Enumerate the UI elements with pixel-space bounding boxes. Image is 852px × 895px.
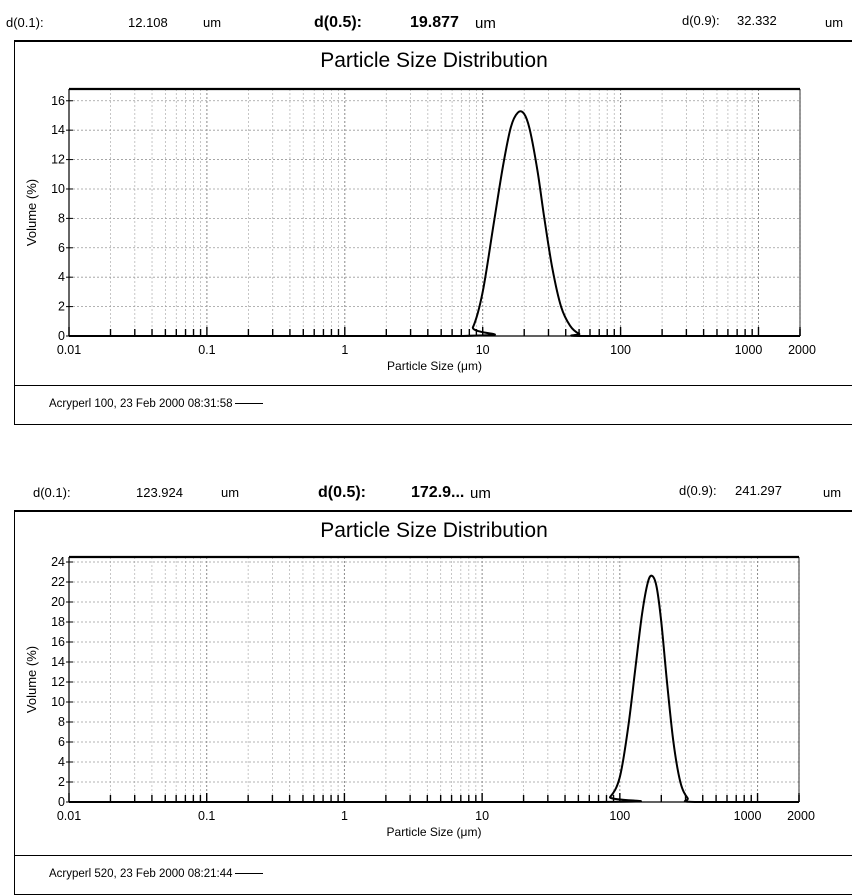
series-line [69, 574, 799, 803]
x-axis-label: Particle Size (μm) [387, 359, 482, 373]
legend-entry: Acryperl 520, 23 Feb 2000 08:21:44 [49, 868, 263, 880]
x-tick-label: 0.1 [198, 809, 215, 823]
legend-entry: Acryperl 100, 23 Feb 2000 08:31:58 [49, 398, 263, 410]
d09-value: 32.332 [737, 13, 777, 28]
report-acryperl-100: d(0.1): 12.108 um d(0.5): 19.877 um d(0.… [0, 0, 852, 430]
d05-label: d(0.5): [318, 484, 366, 501]
y-tick-label: 14 [51, 655, 65, 669]
x-tick-label: 10 [476, 343, 490, 357]
y-tick-label: 6 [58, 735, 65, 749]
d09-unit: um [825, 15, 844, 30]
d01-unit: um [221, 485, 240, 500]
legend-line-icon [234, 403, 263, 405]
x-axis-label: Particle Size (μm) [387, 825, 482, 839]
d01-value: 12.108 [128, 15, 168, 30]
x-tick-label: 2000 [787, 809, 815, 823]
d01-label: d(0.1): [6, 15, 44, 30]
chart-title: Particle Size Distribution [320, 519, 548, 542]
x-tick-label: 0.01 [57, 809, 81, 823]
x-tick-label: 0.01 [57, 343, 81, 357]
x-tick-label: 1 [341, 809, 348, 823]
d09-value: 241.297 [735, 483, 782, 498]
x-tick-label: 100 [609, 809, 630, 823]
y-tick-label: 18 [51, 615, 65, 629]
d05-label: d(0.5): [314, 14, 362, 31]
d01-label: d(0.1): [33, 485, 71, 500]
d01-unit: um [203, 15, 222, 30]
y-tick-label: 6 [58, 241, 65, 255]
gridlines [66, 89, 801, 337]
chart-panel: Particle Size Distribution [14, 510, 852, 895]
statistics-header: d(0.1): 12.108 um d(0.5): 19.877 um d(0.… [0, 0, 852, 42]
psd-chart: 0 2 4 6 8 10 12 14 16 0.01 0.1 1 10 100 1000 2000 Partic… [24, 87, 816, 373]
y-tick-label: 12 [51, 153, 65, 167]
y-axis-label: Volume (%) [24, 646, 39, 713]
y-tick-label: 10 [51, 182, 65, 196]
y-tick-label: 14 [51, 123, 65, 137]
y-tick-label: 2 [58, 775, 65, 789]
d09-unit: um [823, 485, 842, 500]
d01-value: 123.924 [136, 485, 183, 500]
y-tick-label: 22 [51, 575, 65, 589]
x-tick-label: 10 [475, 809, 489, 823]
series-line [69, 110, 800, 338]
legend-bar: Acryperl 520, 23 Feb 2000 08:21:44 [14, 855, 852, 895]
chart-panel: Particle Size Distribution [14, 40, 852, 425]
legend-label: Acryperl 520, 23 Feb 2000 08:21:44 [49, 868, 233, 880]
x-tick-label: 0.1 [198, 343, 215, 357]
x-tick-label: 1000 [735, 343, 763, 357]
d05-unit: um [470, 485, 491, 502]
y-tick-label: 10 [51, 695, 65, 709]
x-tick-label: 1 [341, 343, 348, 357]
legend-bar: Acryperl 100, 23 Feb 2000 08:31:58 [14, 385, 852, 425]
report-acryperl-520: d(0.1): 123.924 um d(0.5): 172.9... um d… [0, 470, 852, 895]
legend-line-icon [234, 873, 263, 875]
y-tick-label: 16 [51, 94, 65, 108]
d09-label: d(0.9): [679, 483, 717, 498]
legend-label: Acryperl 100, 23 Feb 2000 08:31:58 [49, 398, 233, 410]
y-tick-label: 16 [51, 635, 65, 649]
y-tick-label: 8 [58, 211, 65, 225]
x-tick-label: 1000 [734, 809, 762, 823]
y-tick-label: 4 [58, 755, 65, 769]
x-tick-label: 100 [610, 343, 631, 357]
statistics-header: d(0.1): 123.924 um d(0.5): 172.9... um d… [0, 470, 852, 512]
y-tick-label: 20 [51, 595, 65, 609]
y-tick-label: 12 [51, 675, 65, 689]
d05-value: 19.877 [410, 14, 459, 31]
gridlines [66, 557, 800, 803]
y-tick-label: 0 [58, 795, 65, 809]
y-tick-label: 2 [58, 300, 65, 314]
d05-value: 172.9... [411, 484, 465, 501]
y-tick-label: 8 [58, 715, 65, 729]
d09-label: d(0.9): [682, 13, 720, 28]
y-tick-label: 4 [58, 270, 65, 284]
y-tick-label: 0 [58, 329, 65, 343]
chart-title: Particle Size Distribution [320, 49, 548, 72]
y-axis-label: Volume (%) [24, 179, 39, 246]
x-tick-label: 2000 [788, 343, 816, 357]
y-tick-label: 24 [51, 555, 65, 569]
d05-unit: um [475, 15, 496, 32]
